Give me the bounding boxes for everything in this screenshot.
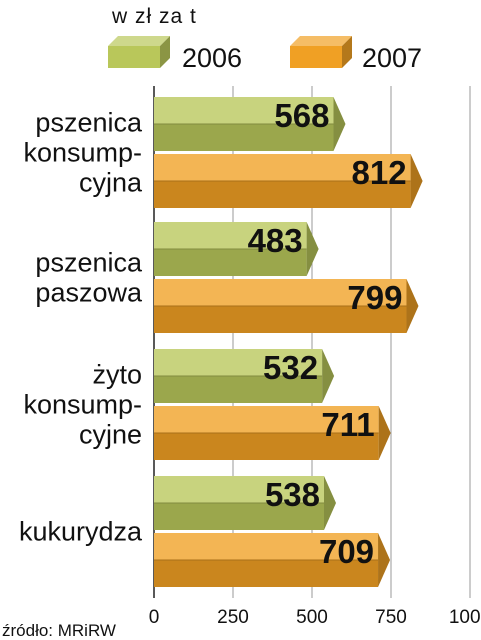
- legend-swatch-2006: [108, 36, 170, 46]
- bar-2006: [154, 124, 334, 151]
- value-label: 538: [265, 476, 320, 513]
- bar-end-2006: [322, 349, 335, 403]
- bar-2007: [154, 279, 407, 306]
- bar-2007: [154, 154, 411, 181]
- value-label: 709: [319, 533, 374, 570]
- legend-swatch-2006: [160, 36, 170, 68]
- bar-end-2007: [378, 533, 391, 587]
- category-label: konsump-: [23, 390, 142, 420]
- category-label: paszowa: [35, 278, 143, 308]
- category-label: cyjne: [79, 420, 142, 450]
- x-tick-label: 750: [375, 607, 407, 628]
- bar-2006: [154, 349, 323, 376]
- category-label: żyto: [92, 360, 142, 390]
- bar-2007: [154, 560, 379, 587]
- value-label: 483: [248, 222, 303, 259]
- category-label: pszenica: [35, 248, 143, 278]
- category-label: konsump-: [23, 138, 142, 168]
- source-label: źródło: MRiRW: [2, 621, 116, 640]
- bar-end-2006: [333, 97, 346, 151]
- x-tick-label: 500: [296, 607, 328, 628]
- bar-end-2006: [324, 476, 337, 530]
- bar-end-2007: [378, 406, 391, 460]
- value-label: 532: [263, 349, 318, 386]
- legend-swatch-2007: [342, 36, 352, 68]
- bar-2006: [154, 222, 307, 249]
- bar-2007: [154, 533, 379, 560]
- x-tick-label: 1000: [449, 607, 481, 628]
- bar-2006: [154, 503, 325, 530]
- legend-swatch-2007: [290, 36, 352, 46]
- value-label: 799: [347, 279, 402, 316]
- value-label: 568: [274, 97, 329, 134]
- bar-end-2006: [306, 222, 319, 276]
- bar-2007: [154, 406, 379, 433]
- bar-end-2007: [406, 279, 419, 333]
- value-label: 711: [321, 406, 374, 443]
- bar-2006: [154, 476, 325, 503]
- bar-2006: [154, 376, 323, 403]
- unit-label: w zł za t: [111, 5, 197, 28]
- bar-2007: [154, 306, 407, 333]
- category-label: cyjna: [79, 168, 143, 198]
- bars: [154, 97, 423, 587]
- legend-swatch-2007: [290, 46, 342, 68]
- bar-2007: [154, 181, 411, 208]
- bar-2006: [154, 249, 307, 276]
- legend-label-2007: 2007: [362, 43, 422, 73]
- category-label: kukurydza: [19, 517, 143, 547]
- legend-label-2006: 2006: [182, 43, 242, 73]
- category-label: pszenica: [35, 108, 143, 138]
- legend-swatch-2006: [108, 46, 160, 68]
- bar-end-2007: [410, 154, 423, 208]
- x-tick-label: 250: [217, 607, 249, 628]
- bar-2007: [154, 433, 379, 460]
- bar-2006: [154, 97, 334, 124]
- value-label: 812: [352, 154, 407, 191]
- x-tick-label: 0: [149, 607, 160, 628]
